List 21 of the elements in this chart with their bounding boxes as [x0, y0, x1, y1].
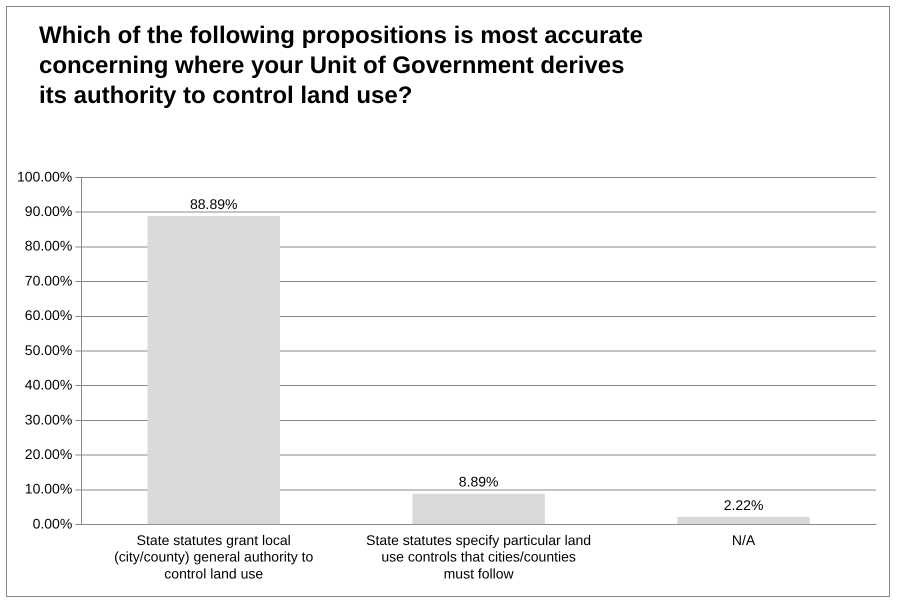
- data-label: 2.22%: [724, 496, 764, 513]
- y-tick-label: 70.00%: [24, 272, 72, 288]
- x-tick-label: N/A: [732, 532, 756, 548]
- data-label: 8.89%: [458, 474, 498, 490]
- y-tick-label: 50.00%: [24, 342, 72, 358]
- y-tick-label: 30.00%: [24, 411, 72, 428]
- y-tick-label: 60.00%: [24, 307, 72, 324]
- y-tick-label: 90.00%: [24, 202, 72, 219]
- bar: [412, 494, 545, 524]
- y-tick-label: 40.00%: [24, 376, 72, 393]
- y-tick-label: 10.00%: [24, 480, 72, 497]
- bar: [677, 516, 810, 524]
- y-tick-label: 0.00%: [32, 515, 72, 532]
- data-label: 88.89%: [190, 196, 238, 212]
- chart-title: Which of the following propositions is most accurate concerning where your Unit of Government derives its authority to control land use?: [39, 21, 644, 111]
- y-tick-label: 100.00%: [16, 168, 72, 184]
- y-tick-label: 80.00%: [24, 238, 72, 254]
- bar: [147, 216, 280, 524]
- y-tick-label: 20.00%: [24, 446, 72, 462]
- x-tick-label: State statutes specify particular land use controls that cities/counties must follow: [366, 532, 592, 582]
- x-tick-label: State statutes grant local (city/county) general authority to control land use: [114, 532, 314, 582]
